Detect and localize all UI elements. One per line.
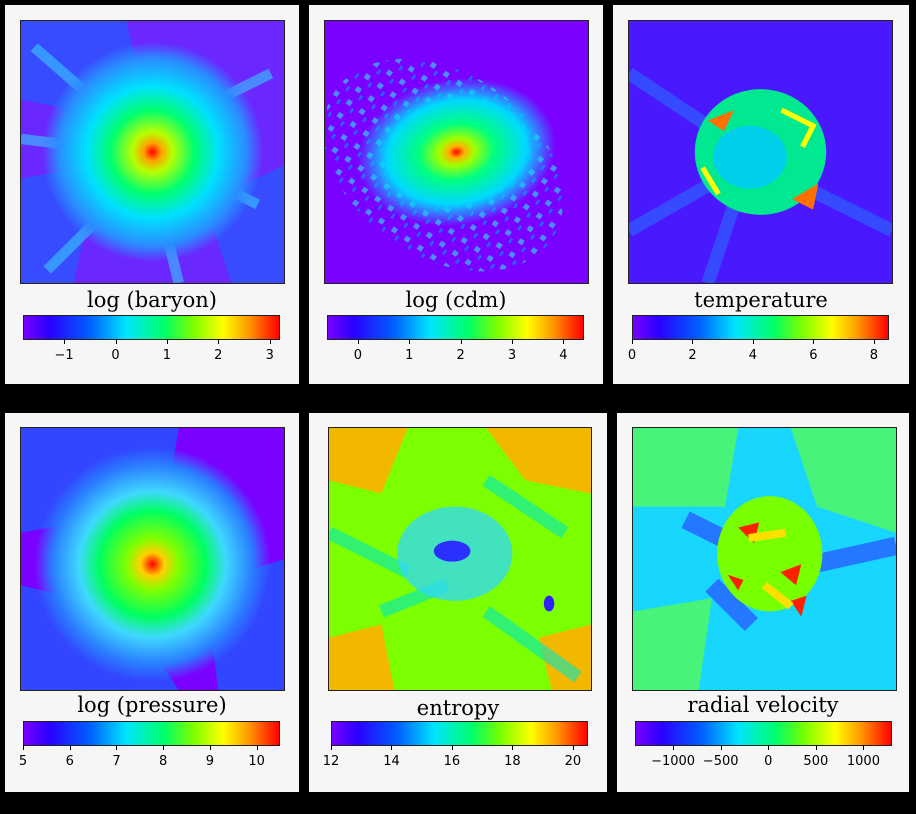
colorbar-tick: [460, 339, 462, 344]
colorbar-tick-label: 6: [65, 754, 74, 769]
colorbar-tick-label: 0: [353, 348, 362, 363]
colorbar-tick: [752, 339, 754, 344]
colorbar-tick-label: 2: [456, 348, 465, 363]
baryon-title: log (baryon): [87, 288, 217, 312]
colorbar-tick-label: 1: [405, 348, 414, 363]
colorbar-tick-label: 3: [265, 348, 274, 363]
baryon-density-map: [20, 20, 285, 284]
colorbar-tick: [209, 745, 211, 750]
panel-radial-velocity: radial velocity −1000 −500 0 500 1000: [617, 413, 909, 792]
colorbar-tick: [572, 745, 574, 750]
colorbar-tick: [64, 339, 66, 344]
pressure-map: [20, 427, 285, 691]
entropy-colorbar-ticks: 12 14 16 18 20: [323, 745, 588, 769]
colorbar-tick: [256, 745, 258, 750]
temperature-title: temperature: [694, 288, 828, 312]
colorbar-tick-label: 5: [18, 754, 28, 769]
colorbar-tick: [692, 339, 694, 344]
colorbar-tick-label: 0: [111, 348, 120, 363]
baryon-colorbar: [23, 315, 280, 340]
colorbar-tick: [357, 339, 359, 344]
colorbar-tick: [768, 745, 770, 750]
panel-temperature: temperature 0 2 4 6 8: [613, 5, 909, 384]
panel-pressure: log (pressure) 5 6 7 8 9 10: [5, 413, 299, 792]
colorbar-tick: [813, 339, 815, 344]
colorbar-tick: [269, 339, 271, 344]
colorbar-tick-label: 8: [159, 754, 168, 769]
temperature-map: [628, 20, 893, 284]
entropy-title: entropy: [416, 696, 500, 720]
colorbar-tick-label: 14: [383, 754, 400, 769]
colorbar-tick-label: 16: [443, 754, 461, 769]
colorbar-tick-label: 2: [688, 348, 697, 363]
colorbar-tick: [720, 745, 722, 750]
cdm-title: log (cdm): [405, 288, 507, 312]
temperature-colorbar-ticks: 0 2 4 6 8: [628, 339, 889, 363]
colorbar-tick: [815, 745, 817, 750]
colorbar-tick-label: 7: [112, 754, 121, 769]
pressure-title: log (pressure): [77, 693, 227, 717]
colorbar-tick: [166, 339, 168, 344]
cdm-density-map: [324, 20, 589, 284]
colorbar-tick: [116, 745, 118, 750]
colorbar-tick-label: 0: [764, 754, 773, 769]
colorbar-tick-label: −1000: [651, 754, 696, 769]
colorbar-tick: [632, 339, 633, 344]
colorbar-tick-label: 12: [322, 754, 340, 769]
colorbar-tick-label: 20: [564, 754, 582, 769]
colorbar-tick-label: 0: [627, 348, 637, 363]
colorbar-tick: [451, 745, 453, 750]
colorbar-tick-label: 4: [559, 348, 568, 363]
entropy-map: [328, 427, 592, 691]
colorbar-tick: [115, 339, 117, 344]
colorbar-tick-label: 1: [162, 348, 172, 363]
radial-velocity-colorbar: [635, 721, 892, 746]
colorbar-tick: [69, 745, 71, 750]
baryon-colorbar-ticks: −1 0 1 2 3: [23, 339, 280, 363]
radial-velocity-title: radial velocity: [687, 693, 839, 717]
colorbar-tick: [391, 745, 393, 750]
colorbar-tick: [512, 745, 514, 750]
colorbar-tick: [23, 745, 24, 750]
colorbar-tick-label: 1000: [846, 754, 880, 769]
panel-cdm: log (cdm) 0 1 2 3 4: [309, 5, 603, 384]
cdm-colorbar: [327, 315, 584, 340]
colorbar-tick-label: 500: [803, 754, 829, 769]
radial-velocity-colorbar-ticks: −1000 −500 0 500 1000: [635, 745, 892, 769]
colorbar-tick-label: 6: [809, 348, 818, 363]
cdm-colorbar-ticks: 0 1 2 3 4: [327, 339, 584, 363]
colorbar-tick: [512, 339, 514, 344]
colorbar-tick: [218, 339, 220, 344]
colorbar-tick: [331, 745, 332, 750]
pressure-colorbar-ticks: 5 6 7 8 9 10: [19, 745, 280, 769]
colorbar-tick: [409, 339, 411, 344]
panel-baryon: log (baryon) −1 0 1 2 3: [5, 5, 299, 384]
entropy-colorbar: [331, 721, 588, 746]
colorbar-tick-label: −1: [54, 348, 74, 363]
colorbar-tick-label: 4: [748, 348, 758, 363]
colorbar-tick: [863, 745, 865, 750]
colorbar-tick-label: 10: [248, 754, 265, 769]
pressure-colorbar: [23, 721, 280, 746]
panel-entropy: entropy 12 14 16 18 20: [309, 413, 607, 792]
colorbar-tick-label: −500: [702, 754, 739, 769]
colorbar-tick-label: 3: [507, 348, 517, 363]
colorbar-tick: [563, 339, 565, 344]
temperature-colorbar: [632, 315, 889, 340]
colorbar-tick: [873, 339, 875, 344]
colorbar-tick: [163, 745, 165, 750]
radial-velocity-map: [632, 427, 897, 691]
colorbar-tick-label: 8: [869, 348, 879, 363]
colorbar-tick-label: 2: [214, 348, 223, 363]
colorbar-tick: [673, 745, 675, 750]
colorbar-tick-label: 18: [504, 754, 521, 769]
colorbar-tick-label: 9: [205, 754, 215, 769]
